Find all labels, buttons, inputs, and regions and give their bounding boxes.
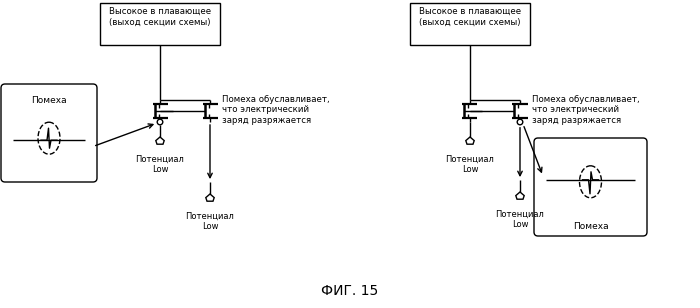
Text: Потенциал
Low: Потенциал Low bbox=[186, 212, 234, 231]
Circle shape bbox=[158, 119, 163, 125]
FancyBboxPatch shape bbox=[1, 84, 97, 182]
Text: ФИГ. 15: ФИГ. 15 bbox=[321, 284, 379, 298]
Polygon shape bbox=[156, 137, 164, 144]
Text: Потенциал
Low: Потенциал Low bbox=[446, 155, 494, 174]
Polygon shape bbox=[206, 194, 214, 201]
Polygon shape bbox=[466, 137, 474, 144]
Text: Потенциал
Low: Потенциал Low bbox=[136, 155, 184, 174]
Text: Помеха обуславливает,
что электрический
заряд разряжается: Помеха обуславливает, что электрический … bbox=[222, 95, 330, 125]
Circle shape bbox=[517, 119, 523, 125]
Bar bbox=[410, 3, 530, 45]
Text: Высокое в плавающее
(выход секции схемы): Высокое в плавающее (выход секции схемы) bbox=[419, 7, 521, 26]
Text: Помеха: Помеха bbox=[32, 96, 66, 105]
FancyBboxPatch shape bbox=[534, 138, 647, 236]
Text: Потенциал
Low: Потенциал Low bbox=[496, 210, 545, 229]
Polygon shape bbox=[516, 192, 524, 199]
Text: Помеха обуславливает,
что электрический
заряд разряжается: Помеха обуславливает, что электрический … bbox=[532, 95, 640, 125]
Bar bbox=[100, 3, 220, 45]
Text: Высокое в плавающее
(выход секции схемы): Высокое в плавающее (выход секции схемы) bbox=[109, 7, 211, 26]
Text: Помеха: Помеха bbox=[573, 222, 608, 231]
